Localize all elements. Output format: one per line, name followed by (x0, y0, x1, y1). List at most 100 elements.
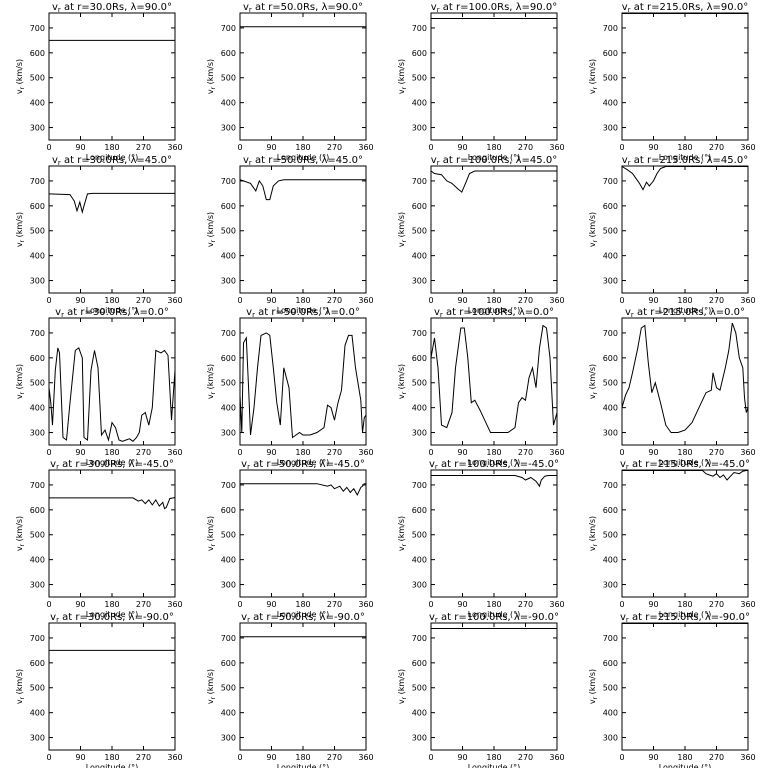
x-tick-label: 360 (167, 448, 182, 457)
y-tick-label: 700 (221, 634, 236, 643)
x-tick-label: 0 (428, 143, 433, 152)
y-tick-label: 700 (221, 481, 236, 490)
x-tick-label: 360 (358, 296, 373, 305)
x-tick-label: 360 (740, 296, 755, 305)
x-tick-label: 360 (549, 753, 564, 762)
y-axis-label: vr (km/s) (15, 669, 26, 704)
x-tick-label: 90 (75, 296, 85, 305)
y-tick-label: 500 (412, 684, 427, 693)
x-tick-label: 0 (428, 448, 433, 457)
x-tick-label: 180 (295, 296, 310, 305)
x-tick-label: 180 (104, 296, 119, 305)
y-tick-label: 700 (221, 24, 236, 33)
x-tick-label: 270 (136, 600, 151, 609)
x-tick-label: 90 (648, 296, 658, 305)
x-axis-label: Longitude (°) (468, 153, 521, 162)
x-tick-label: 0 (619, 448, 624, 457)
x-tick-label: 360 (740, 753, 755, 762)
y-tick-label: 700 (30, 481, 45, 490)
y-tick-label: 600 (603, 202, 618, 211)
x-tick-label: 270 (518, 753, 533, 762)
x-tick-label: 270 (518, 600, 533, 609)
y-axis-label: vr (km/s) (397, 669, 408, 704)
y-tick-label: 400 (603, 556, 618, 565)
x-tick-label: 360 (740, 143, 755, 152)
x-tick-label: 90 (266, 753, 276, 762)
y-tick-label: 600 (30, 354, 45, 363)
y-tick-label: 400 (30, 252, 45, 261)
x-tick-label: 90 (75, 143, 85, 152)
panel-title: vr at r=215.0Rs, λ=-45.0° (620, 459, 750, 471)
x-tick-label: 0 (619, 600, 624, 609)
x-tick-label: 270 (709, 296, 724, 305)
panel-frame (430, 165, 558, 294)
y-tick-label: 700 (603, 329, 618, 338)
panel-frame (430, 12, 558, 141)
y-tick-label: 400 (30, 556, 45, 565)
y-tick-label: 400 (221, 99, 236, 108)
panel-frame (239, 317, 367, 446)
x-tick-label: 270 (136, 753, 151, 762)
y-tick-label: 400 (30, 99, 45, 108)
x-tick-label: 0 (428, 600, 433, 609)
x-tick-label: 0 (237, 600, 242, 609)
panel-frame (621, 622, 749, 751)
y-tick-label: 600 (412, 506, 427, 515)
x-tick-label: 360 (549, 143, 564, 152)
x-tick-label: 90 (75, 753, 85, 762)
y-tick-label: 700 (412, 24, 427, 33)
series-line (621, 322, 749, 433)
y-tick-label: 500 (221, 379, 236, 388)
y-tick-label: 300 (30, 429, 45, 438)
x-tick-label: 270 (136, 448, 151, 457)
y-tick-label: 300 (603, 124, 618, 133)
y-tick-label: 500 (30, 684, 45, 693)
x-axis-label: Longitude (°) (86, 610, 139, 619)
panel-frame (621, 12, 749, 141)
y-tick-label: 300 (221, 277, 236, 286)
panel-title: vr at r=215.0Rs, λ=-90.0° (620, 612, 750, 624)
y-tick-label: 300 (30, 734, 45, 743)
y-axis-label: vr (km/s) (397, 59, 408, 94)
y-tick-label: 400 (30, 404, 45, 413)
y-tick-label: 300 (603, 581, 618, 590)
x-tick-label: 180 (104, 448, 119, 457)
x-axis-label: Longitude (°) (277, 306, 330, 315)
x-tick-label: 360 (167, 600, 182, 609)
y-axis-label: vr (km/s) (206, 669, 217, 704)
x-axis-label: Longitude (°) (86, 458, 139, 467)
x-tick-label: 0 (428, 753, 433, 762)
panel-title: vr at r=50.0Rs, λ=-45.0° (241, 459, 365, 471)
x-axis-label: Longitude (°) (468, 306, 521, 315)
x-tick-label: 360 (358, 143, 373, 152)
y-tick-label: 300 (221, 581, 236, 590)
y-tick-label: 400 (603, 99, 618, 108)
x-tick-label: 0 (46, 448, 51, 457)
x-tick-label: 180 (295, 143, 310, 152)
y-axis-label: vr (km/s) (588, 212, 599, 247)
x-axis-label: Longitude (°) (659, 763, 712, 768)
x-tick-label: 360 (549, 448, 564, 457)
y-tick-label: 700 (221, 329, 236, 338)
panel-title: vr at r=30.0Rs, λ=-45.0° (50, 459, 174, 471)
x-tick-label: 180 (677, 600, 692, 609)
x-tick-label: 90 (457, 600, 467, 609)
y-tick-label: 700 (603, 634, 618, 643)
y-tick-label: 500 (221, 74, 236, 83)
x-tick-label: 0 (428, 296, 433, 305)
x-tick-label: 180 (677, 448, 692, 457)
x-tick-label: 90 (457, 448, 467, 457)
y-axis-label: vr (km/s) (397, 516, 408, 551)
panel-frame (48, 469, 176, 598)
y-tick-label: 300 (221, 734, 236, 743)
y-tick-label: 500 (412, 379, 427, 388)
y-tick-label: 700 (412, 177, 427, 186)
y-tick-label: 500 (603, 531, 618, 540)
x-tick-label: 0 (237, 753, 242, 762)
panel-title: vr at r=100.0Rs, λ=-45.0° (429, 459, 559, 471)
y-axis-label: vr (km/s) (15, 59, 26, 94)
y-tick-label: 600 (221, 659, 236, 668)
y-tick-label: 400 (412, 709, 427, 718)
y-tick-label: 600 (412, 202, 427, 211)
